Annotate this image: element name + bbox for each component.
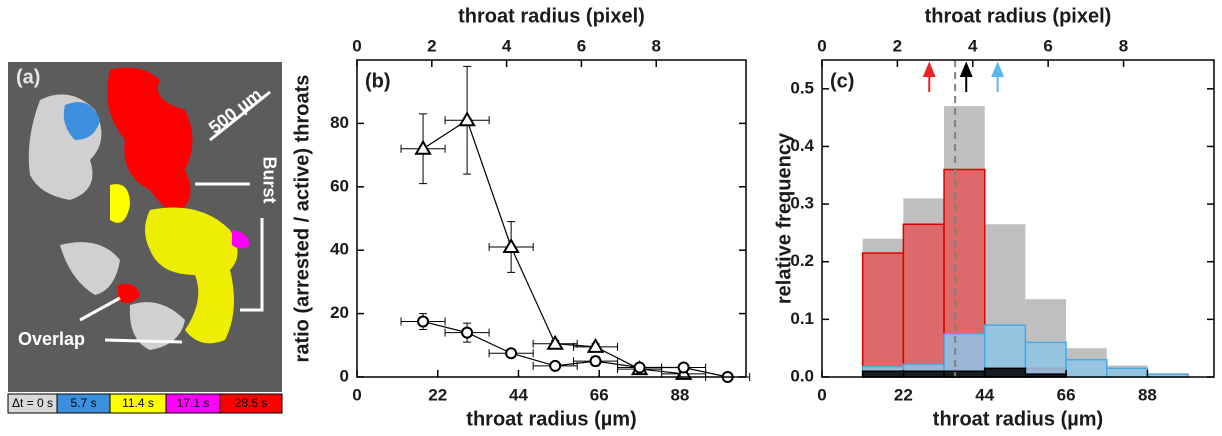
arrow [105,340,182,342]
x2-tick-label: 0 [817,36,826,55]
histogram-bar [903,371,944,377]
x-tick-label: 44 [509,385,528,404]
x2-axis-title: throat radius (pixel) [925,5,1112,27]
x-tick-label: 88 [670,385,689,404]
y-axis-title: ratio (arrested / active) throats [291,75,313,363]
x-tick-label: 88 [1138,385,1157,404]
arrow [993,64,1003,92]
arrow [961,64,971,92]
data-point [550,361,560,371]
x2-tick-label: 8 [651,36,660,55]
x-axis-title: throat radius (µm) [466,408,636,430]
x2-tick-label: 6 [1043,36,1052,55]
legend-label: 17.1 s [177,396,210,410]
x2-tick-label: 4 [968,36,978,55]
x-tick-label: 44 [975,385,994,404]
data-point [591,356,601,366]
y-tick-label: 40 [330,240,349,259]
histogram-bar [1025,342,1066,377]
histogram-bar [1107,368,1148,377]
x2-tick-label: 2 [893,36,902,55]
image-panel: (a) 500 µm Burst Overlap [8,62,282,392]
data-point [506,348,516,358]
color-legend: Δt = 0 s 5.7 s 11.4 s 17.1 s 28.5 s [8,394,282,413]
data-point [460,113,474,125]
panel-label: (b) [365,70,391,92]
histogram-bar [985,368,1026,377]
x-tick-label: 66 [1057,385,1076,404]
histogram-bar [944,371,985,377]
x2-tick-label: 6 [577,36,586,55]
panel-label: (c) [830,70,854,92]
legend-label: 11.4 s [122,396,154,410]
x-tick-label: 0 [817,385,826,404]
y-tick-label: 60 [330,176,349,195]
y-tick-label: 80 [330,113,349,132]
x2-tick-label: 8 [1119,36,1128,55]
x2-tick-label: 2 [427,36,436,55]
data-point [418,317,428,327]
overlap-label: Overlap [18,329,85,349]
x2-tick-label: 4 [502,36,512,55]
data-point [635,362,645,372]
y-tick-label: 0 [340,366,349,385]
x-axis-title: throat radius (µm) [933,408,1103,430]
legend-label: 5.7 s [70,396,96,410]
data-point [548,337,562,349]
panel-label: (a) [16,66,40,88]
data-point [462,328,472,338]
x-tick-label: 0 [352,385,361,404]
figure: (a) 500 µm Burst Overlap Δt = 0 s 5.7 s 11… [0,0,1222,431]
x-tick-label: 66 [590,385,609,404]
x-tick-label: 22 [428,385,447,404]
histogram-bar [903,224,944,377]
y-tick-label: 20 [330,303,349,322]
x-tick-label: 22 [894,385,913,404]
arrow [924,64,934,92]
legend-label: Δt = 0 s [12,396,53,410]
y-tick-label: 0.5 [790,78,814,97]
x2-axis-title: throat radius (pixel) [458,5,645,27]
histogram-bar [1066,360,1107,377]
y-tick-label: 0.0 [790,366,814,385]
data-point [416,142,430,154]
x2-tick-label: 0 [352,36,361,55]
data-point [504,240,518,252]
y-axis-title: relative frequency [773,132,795,304]
legend-label: 28.5 s [235,396,268,410]
histogram-bar [863,253,904,377]
plot-frame [357,60,746,377]
data-point [589,340,603,352]
burst-label: Burst [259,156,279,203]
y-tick-label: 0.1 [790,309,814,328]
histogram-bar [863,371,904,377]
